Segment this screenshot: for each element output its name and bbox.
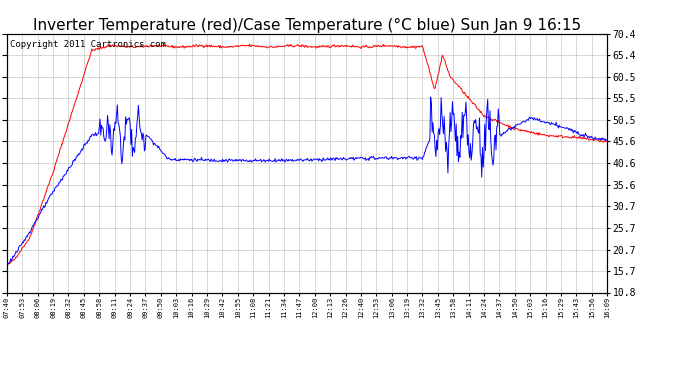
Title: Inverter Temperature (red)/Case Temperature (°C blue) Sun Jan 9 16:15: Inverter Temperature (red)/Case Temperat… [33, 18, 581, 33]
Text: Copyright 2011 Cartronics.com: Copyright 2011 Cartronics.com [10, 40, 166, 49]
